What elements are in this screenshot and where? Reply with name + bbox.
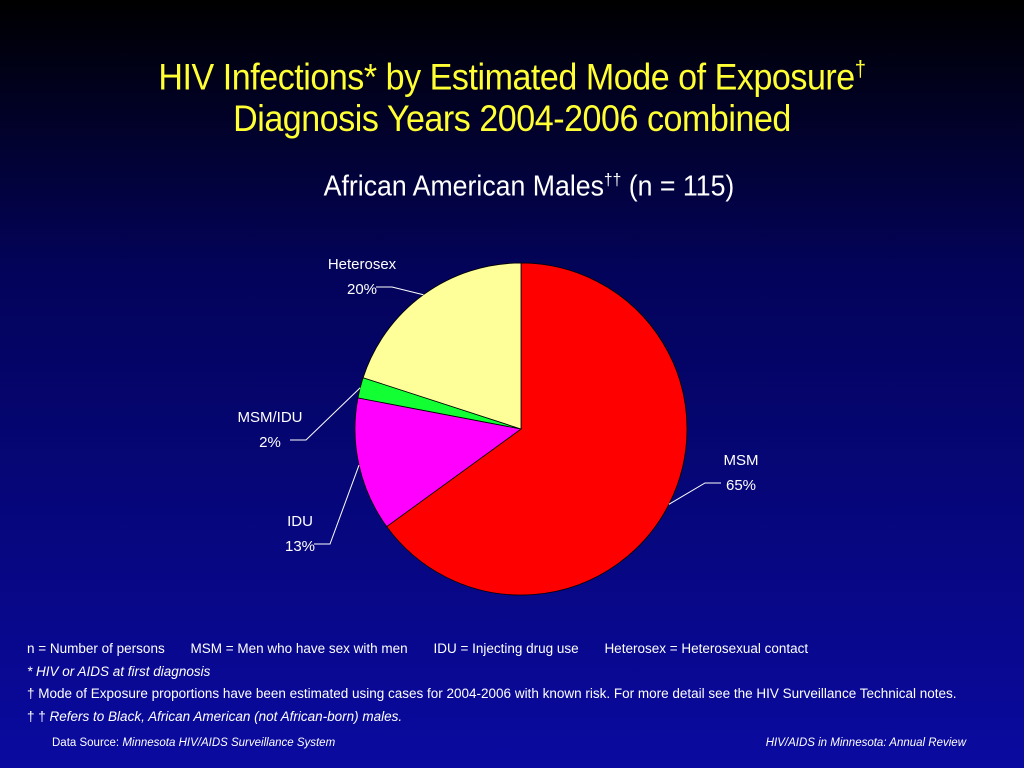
pie-slice-heterosex [362,262,522,430]
slice-label-msm: MSM [724,452,759,469]
footnote-star: * HIV or AIDS at first diagnosis [27,661,1017,684]
subtitle-double-dagger: †† [603,170,622,189]
slice-label-idu: IDU [287,513,313,530]
slice-label-heterosex: Heterosex [328,256,397,273]
abbrev-n: n = Number of persons [27,641,165,656]
footnote-double-dagger: † † Refers to Black, African American (n… [27,706,1017,729]
data-source: Data Source: Minnesota HIV/AIDS Surveill… [52,737,335,749]
slice-label-msm-idu: MSM/IDU [238,409,303,426]
data-source-label: Data Source: [52,737,123,749]
pie-slice-idu [354,397,522,528]
abbrev-msm: MSM = Men who have sex with men [190,641,408,656]
footnote-dagger: † Mode of Exposure proportions have been… [27,683,1017,706]
footnotes: n = Number of persons MSM = Men who have… [27,638,1017,728]
report-name: HIV/AIDS in Minnesota: Annual Review [765,737,966,749]
abbrev-idu: IDU = Injecting drug use [433,641,579,656]
subtitle-n: (n = 115) [621,170,735,203]
slice-value-idu: 13% [285,538,315,555]
slice-value-msm-idu: 2% [259,434,281,451]
footnote-dagger-text: Mode of Exposure proportions have been e… [34,686,957,701]
footnote-double-dagger-text: Refers to Black, African American (not A… [45,708,403,724]
leader-line-msm [668,482,721,505]
data-source-name: Minnesota HIV/AIDS Surveillance System [122,737,336,749]
pie-slice-msm [386,262,688,596]
leader-line-idu [314,465,360,545]
footnote-dagger-mark: † [27,686,35,701]
subtitle-text: African American Males [323,170,604,203]
chart-subtitle: African American Males†† (n = 115) [42,162,1015,205]
footnote-star-text: HIV or AIDS at first diagnosis [32,663,211,679]
leader-line-msm-idu [290,387,361,441]
chart-title: HIV Infections* by Estimated Mode of Exp… [41,48,983,140]
title-line1: HIV Infections* by Estimated Mode of Exp… [158,56,855,98]
abbrev-heterosex: Heterosex = Heterosexual contact [604,641,809,656]
title-line2: Diagnosis Years 2004-2006 combined [233,98,791,140]
leader-line-heterosex [376,286,424,296]
slice-value-msm: 65% [726,477,756,494]
abbreviations-row: n = Number of persons MSM = Men who have… [27,638,1017,661]
slice-value-heterosex: 20% [347,281,377,298]
footnote-star-mark: * [27,663,33,679]
footnote-double-dagger-mark: † † [27,708,46,724]
title-dagger: † [854,56,866,81]
